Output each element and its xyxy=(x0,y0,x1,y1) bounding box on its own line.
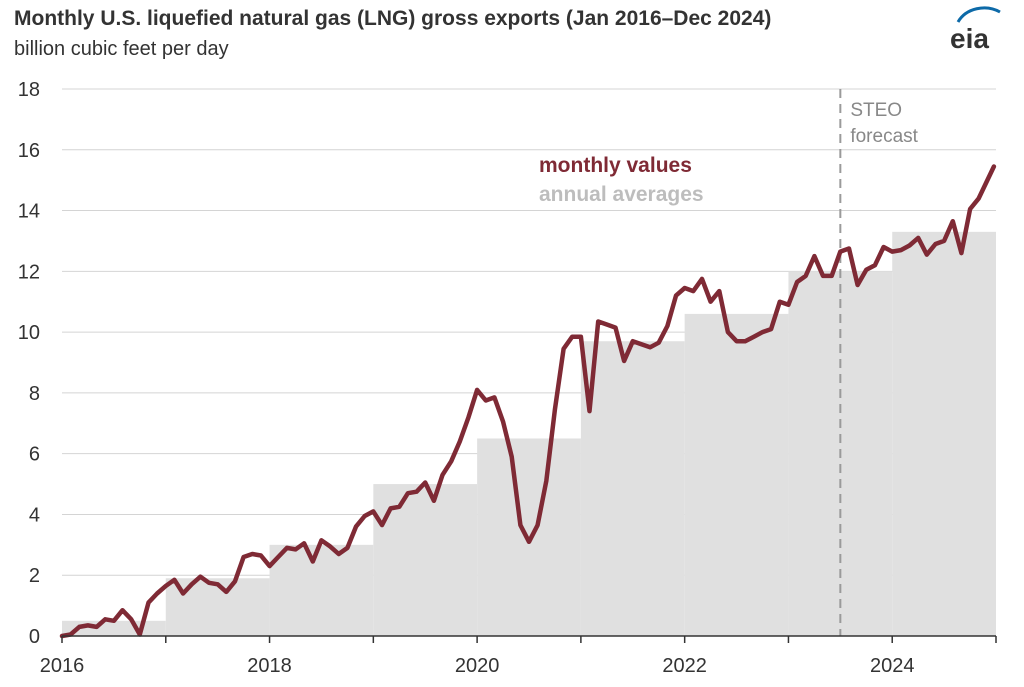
y-tick-label: 10 xyxy=(18,322,40,344)
legend-annual-averages: annual averages xyxy=(539,183,704,206)
svg-text:eia: eia xyxy=(950,23,989,54)
annual-average-bar xyxy=(373,484,478,636)
y-tick-label: 0 xyxy=(29,626,40,648)
y-tick-label: 16 xyxy=(18,140,40,162)
y-tick-label: 18 xyxy=(18,79,40,101)
chart-subtitle: billion cubic feet per day xyxy=(14,38,229,60)
y-tick-label: 8 xyxy=(29,383,40,405)
y-tick-label: 2 xyxy=(29,565,40,587)
monthly-values-line xyxy=(59,164,997,639)
annual-average-bar xyxy=(684,313,789,636)
x-tick-label: 2018 xyxy=(247,655,292,677)
forecast-label-line1: STEO xyxy=(850,100,902,121)
annual-average-bar xyxy=(165,578,270,636)
x-tick-label: 2016 xyxy=(40,655,85,677)
y-tick-label: 6 xyxy=(29,444,40,466)
logo-arc xyxy=(956,6,1001,23)
x-tick-label: 2022 xyxy=(662,655,707,677)
legend-monthly-values: monthly values xyxy=(539,154,692,177)
x-tick-label: 2020 xyxy=(455,655,500,677)
annual-average-bar xyxy=(269,544,374,636)
annual-average-bar xyxy=(892,231,996,637)
eia-logo: eia xyxy=(950,6,1001,54)
chart-title: Monthly U.S. liquefied natural gas (LNG)… xyxy=(14,7,772,30)
y-tick-label: 12 xyxy=(18,261,40,283)
x-tick-label: 2024 xyxy=(870,655,915,677)
y-tick-label: 14 xyxy=(18,201,40,223)
annual-average-bar xyxy=(580,341,685,636)
forecast-label-line2: forecast xyxy=(850,126,918,147)
y-tick-label: 4 xyxy=(29,504,40,526)
